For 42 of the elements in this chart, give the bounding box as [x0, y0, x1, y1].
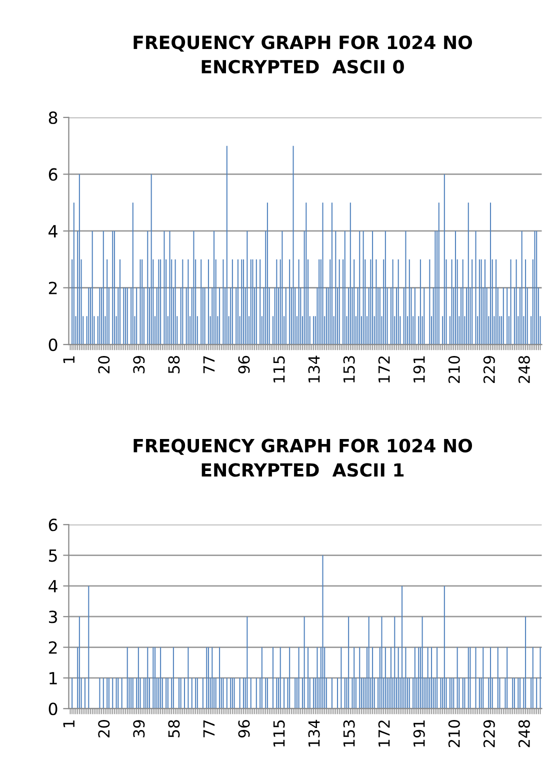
x-tick-label: 58	[168, 720, 180, 738]
y-tick-label: 6	[48, 518, 58, 532]
x-tick-label: 1	[63, 356, 74, 363]
x-tick-label: 115	[273, 356, 285, 382]
x-tick-label: 248	[518, 720, 530, 748]
x-tick-label: 210	[448, 720, 460, 748]
x-tick-label: 210	[448, 356, 460, 383]
x-tick-label: 58	[168, 356, 180, 374]
x-tick-label: 134	[308, 720, 320, 747]
x-tick-label: 39	[133, 720, 145, 738]
chart-title: FREQUENCY GRAPH FOR 1024 NO ENCRYPTED ASCII 0	[134, 36, 472, 74]
x-tick-label: 172	[378, 720, 390, 747]
y-tick-label: 4	[48, 580, 58, 592]
x-tick-label: 77	[203, 356, 215, 374]
x-tick-label: 248	[518, 356, 530, 383]
x-tick-label: 115	[273, 720, 285, 747]
x-tick-label: 96	[238, 720, 250, 738]
x-tick-label: 153	[343, 356, 355, 382]
x-tick-label: 172	[378, 356, 390, 382]
y-tick-label: 0	[48, 702, 58, 716]
x-tick-label: 229	[483, 356, 495, 383]
y-tick-label: 1	[50, 672, 57, 684]
chart-title: FREQUENCY GRAPH FOR 1024 NO ENCRYPTED ASCII 1	[134, 438, 472, 477]
y-tick-label: 0	[48, 338, 58, 352]
y-tick-label: 2	[48, 641, 57, 654]
x-tick-label: 1	[63, 720, 74, 728]
x-tick-label: 20	[98, 720, 110, 738]
y-tick-label: 8	[48, 111, 58, 124]
x-tick-label: 20	[98, 356, 110, 374]
x-tick-label: 39	[133, 356, 145, 374]
x-tick-label: 153	[343, 720, 355, 747]
y-tick-label: 3	[49, 610, 57, 624]
x-tick-label: 96	[238, 356, 250, 374]
x-tick-label: 77	[203, 720, 215, 738]
x-tick-label: 191	[413, 356, 425, 382]
x-tick-label: 191	[413, 720, 425, 747]
y-tick-label: 4	[48, 225, 58, 238]
x-tick-label: 229	[483, 720, 495, 748]
x-tick-label: 134	[308, 356, 320, 382]
y-tick-label: 5	[49, 549, 57, 562]
y-tick-label: 2	[48, 282, 57, 294]
y-tick-label: 6	[48, 168, 58, 181]
